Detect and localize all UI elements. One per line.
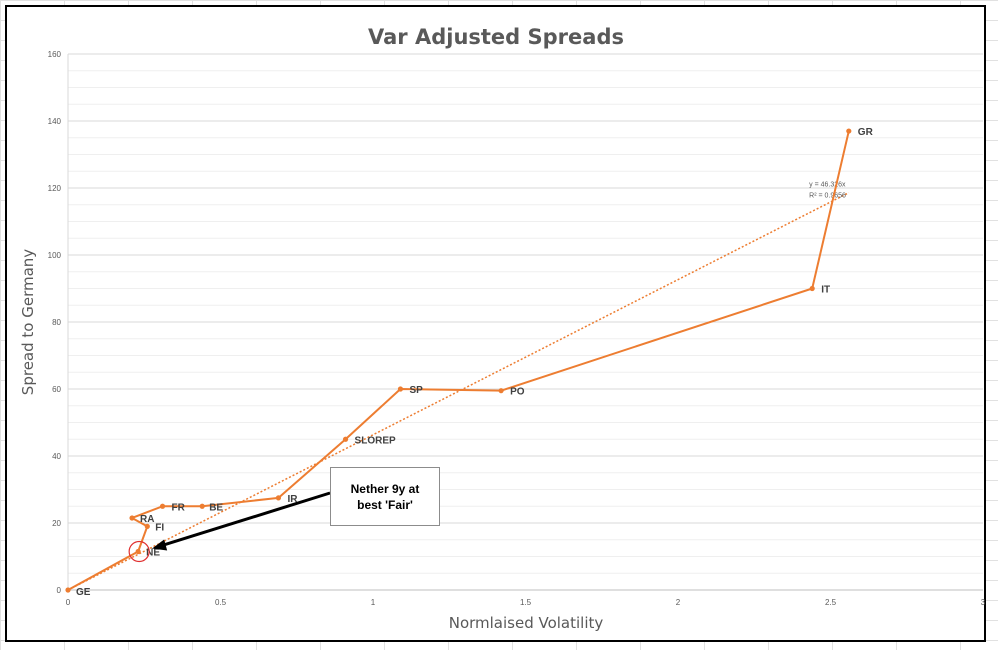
x-tick-label: 2.5 xyxy=(825,598,837,607)
data-point xyxy=(397,386,404,392)
trendline-equation: y = 46.326x xyxy=(809,181,846,188)
x-tick-label: 1 xyxy=(371,598,376,607)
data-label: RA xyxy=(140,514,154,525)
y-tick-label: 160 xyxy=(48,50,62,59)
data-point xyxy=(129,515,135,521)
data-point xyxy=(159,503,166,509)
chart-title: Var Adjusted Spreads xyxy=(368,25,624,49)
data-point xyxy=(498,388,504,394)
y-tick-label: 80 xyxy=(52,318,61,327)
y-tick-label: 100 xyxy=(48,251,62,260)
x-tick-label: 2 xyxy=(676,598,681,607)
chart-area[interactable] xyxy=(5,5,986,642)
data-label: SP xyxy=(409,385,423,396)
y-tick-label: 40 xyxy=(52,452,61,461)
series-line xyxy=(67,130,850,591)
y-tick-label: 0 xyxy=(57,586,62,595)
data-label: NE xyxy=(146,547,160,558)
trendline-r-squared: R² = 0.9656 xyxy=(809,192,846,199)
annotation-line-2: best 'Fair' xyxy=(357,497,413,512)
annotation-arrow-head xyxy=(152,539,168,551)
annotation-callout: Nether 9y at best 'Fair' xyxy=(330,467,440,526)
y-tick-label: 120 xyxy=(48,184,62,193)
y-tick-label: 60 xyxy=(52,385,61,394)
data-point xyxy=(199,503,205,509)
x-tick-label: 3 xyxy=(981,598,986,607)
highlight-circle xyxy=(128,540,150,563)
x-axis-title: Normlaised Volatility xyxy=(449,614,604,632)
data-point xyxy=(846,128,852,134)
data-point xyxy=(144,523,150,529)
x-tick-label: 1.5 xyxy=(520,598,532,607)
data-label: GR xyxy=(858,127,874,138)
data-label: FI xyxy=(155,522,164,533)
data-point xyxy=(275,495,282,501)
data-point xyxy=(809,285,815,292)
x-tick-label: 0 xyxy=(66,598,71,607)
data-point xyxy=(342,436,349,442)
annotation-line-1: Nether 9y at xyxy=(350,481,420,496)
data-label: GE xyxy=(76,587,91,598)
data-label: SLOREP xyxy=(355,435,396,446)
y-tick-label: 20 xyxy=(52,519,61,528)
y-tick-label: 140 xyxy=(48,117,62,126)
y-axis-title: Spread to Germany xyxy=(19,249,37,395)
trendline xyxy=(67,192,850,591)
annotation-arrow-shaft xyxy=(161,491,331,547)
data-point xyxy=(65,587,71,593)
data-point xyxy=(135,548,141,555)
data-label: BE xyxy=(209,502,223,513)
data-label: PO xyxy=(510,387,525,398)
data-label: FR xyxy=(172,502,186,513)
x-tick-label: 0.5 xyxy=(215,598,227,607)
data-label: IT xyxy=(821,285,830,296)
data-label: IR xyxy=(287,494,298,505)
